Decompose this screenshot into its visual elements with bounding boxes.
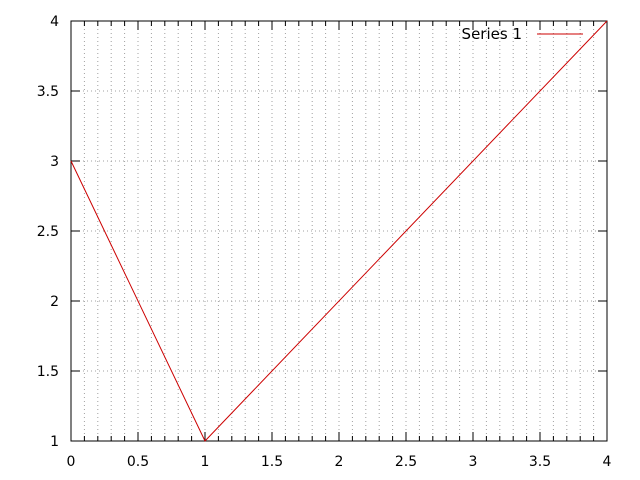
y-tick-label: 2 [50,294,59,310]
x-tick-label: 2 [335,454,344,470]
x-tick-label: 0 [67,454,76,470]
x-tick-label: 2.5 [395,454,417,470]
series-line-1 [70,20,608,442]
y-tick-label: 3 [50,154,59,170]
y-tick-label: 3.5 [37,84,59,100]
y-tick-label: 1.5 [37,364,59,380]
series-layer [70,20,608,442]
x-tick-label: 1.5 [261,454,283,470]
y-tick-label: 1 [50,434,59,450]
legend: Series 1 [462,25,583,43]
y-tick-label: 4 [50,14,59,30]
x-tick-label: 3 [469,454,478,470]
y-tick-label: 2.5 [37,224,59,240]
x-tick-label: 0.5 [127,454,149,470]
legend-label-series-1: Series 1 [462,25,522,43]
grid [71,21,607,441]
x-tick-label: 4 [603,454,612,470]
x-tick-label: 1 [201,454,210,470]
tick-labels: 0 0.5 1 1.5 2 2.5 3 3.5 4 1 1.5 2 2.5 3 3.5 4 [37,14,612,470]
tick-marks [70,20,608,442]
x-tick-label: 3.5 [529,454,551,470]
